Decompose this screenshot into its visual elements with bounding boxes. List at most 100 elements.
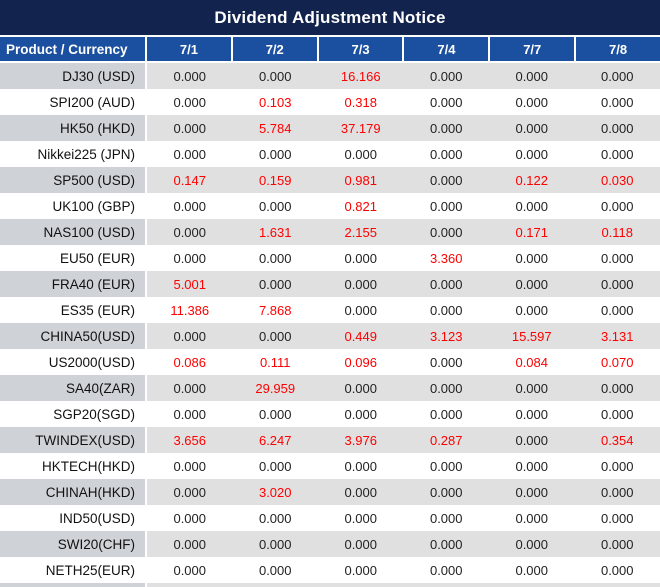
- dividend-value-cell: 0.000: [147, 89, 233, 115]
- dividend-value-cell: 0.821: [318, 193, 404, 219]
- dividend-value-cell: 0.318: [318, 89, 404, 115]
- dividend-value-cell: 0.287: [403, 427, 489, 453]
- dividend-value-cell: 0.103: [232, 89, 318, 115]
- dividend-value-cell: 0.000: [147, 323, 233, 349]
- dividend-value-cell: 0.000: [232, 245, 318, 271]
- row-label-product: SA40(ZAR): [0, 375, 147, 401]
- dividend-value-cell: 3.131: [574, 323, 660, 349]
- dividend-value-cell: 0.000: [147, 193, 233, 219]
- dividend-value-cell: 0.000: [574, 453, 660, 479]
- dividend-value-cell: 0.000: [403, 453, 489, 479]
- row-label-product: NETH25(EUR): [0, 557, 147, 583]
- dividend-value-cell: 0.000: [147, 63, 233, 89]
- dividend-value-cell: 0.000: [318, 531, 404, 557]
- table-row: ES35 (EUR) 11.386 7.868 0.000 0.000 0.000 0.00…: [0, 297, 660, 323]
- dividend-value-cell: 0.000: [318, 245, 404, 271]
- row-label-product: UK100 (GBP): [0, 193, 147, 219]
- dividend-value-cell: 0.000: [232, 63, 318, 89]
- table-row: FRA40 (EUR) 5.001 0.000 0.000 0.000 0.000 0.00…: [0, 271, 660, 297]
- dividend-value-cell: 0.000: [403, 89, 489, 115]
- dividend-value-cell: 3.976: [318, 427, 404, 453]
- dividend-value-cell: 0.000: [403, 141, 489, 167]
- dividend-value-cell: 0.000: [574, 271, 660, 297]
- dividend-value-cell: 0.159: [232, 167, 318, 193]
- row-label-product: [0, 583, 147, 587]
- table-row: EU50 (EUR) 0.000 0.000 0.000 3.360 0.000 0.000: [0, 245, 660, 271]
- row-label-product: US2000(USD): [0, 349, 147, 375]
- dividend-value-cell: 0.000: [147, 557, 233, 583]
- dividend-value-cell: 0.000: [489, 557, 575, 583]
- table-row: UK100 (GBP) 0.000 0.000 0.821 0.000 0.000 0.00…: [0, 193, 660, 219]
- row-label-product: ES35 (EUR): [0, 297, 147, 323]
- dividend-value-cell: 0.000: [318, 557, 404, 583]
- dividend-value-cell: 0.000: [489, 245, 575, 271]
- row-label-product: SPI200 (AUD): [0, 89, 147, 115]
- dividend-value-cell: 3.656: [147, 427, 233, 453]
- dividend-value-cell: 6.247: [232, 427, 318, 453]
- dividend-value-cell: 0.000: [318, 401, 404, 427]
- dividend-value-cell: 37.179: [318, 115, 404, 141]
- dividend-value-cell: 0.000: [574, 557, 660, 583]
- dividend-value-cell: 0.000: [147, 531, 233, 557]
- dividend-value-cell: 3.123: [403, 323, 489, 349]
- dividend-value-cell: 0.000: [232, 193, 318, 219]
- dividend-value-cell: 0.000: [232, 453, 318, 479]
- dividend-value-cell: [403, 583, 489, 587]
- dividend-value-cell: [232, 583, 318, 587]
- dividend-value-cell: 0.000: [318, 375, 404, 401]
- row-label-product: HK50 (HKD): [0, 115, 147, 141]
- row-label-product: Nikkei225 (JPN): [0, 141, 147, 167]
- dividend-value-cell: 0.000: [574, 89, 660, 115]
- table-row: HK50 (HKD) 0.000 5.784 37.179 0.000 0.000 0.00…: [0, 115, 660, 141]
- dividend-value-cell: 0.981: [318, 167, 404, 193]
- dividend-value-cell: 0.122: [489, 167, 575, 193]
- dividend-value-cell: 0.111: [232, 349, 318, 375]
- dividend-value-cell: 1.631: [232, 219, 318, 245]
- dividend-value-cell: 0.000: [489, 193, 575, 219]
- dividend-value-cell: 29.959: [232, 375, 318, 401]
- dividend-value-cell: 0.000: [403, 193, 489, 219]
- dividend-value-cell: 0.449: [318, 323, 404, 349]
- dividend-value-cell: 0.000: [489, 427, 575, 453]
- table-row: Nikkei225 (JPN) 0.000 0.000 0.000 0.000 0.000…: [0, 141, 660, 167]
- dividend-value-cell: 0.000: [489, 531, 575, 557]
- dividend-value-cell: 0.000: [232, 505, 318, 531]
- table-row: SGP20(SGD) 0.000 0.000 0.000 0.000 0.000 0.000: [0, 401, 660, 427]
- dividend-value-cell: 0.096: [318, 349, 404, 375]
- dividend-value-cell: 0.000: [574, 297, 660, 323]
- dividend-value-cell: 0.000: [489, 375, 575, 401]
- dividend-value-cell: 0.000: [147, 219, 233, 245]
- dividend-value-cell: 0.000: [147, 505, 233, 531]
- dividend-value-cell: 0.000: [403, 375, 489, 401]
- dividend-value-cell: 5.001: [147, 271, 233, 297]
- dividend-value-cell: 3.360: [403, 245, 489, 271]
- column-header-date-3: 7/3: [318, 37, 405, 61]
- dividend-value-cell: 0.000: [403, 115, 489, 141]
- dividend-value-cell: 15.597: [489, 323, 575, 349]
- dividend-value-cell: 7.868: [232, 297, 318, 323]
- row-label-product: FRA40 (EUR): [0, 271, 147, 297]
- dividend-value-cell: 2.155: [318, 219, 404, 245]
- dividend-value-cell: 0.086: [147, 349, 233, 375]
- row-label-product: TWINDEX(USD): [0, 427, 147, 453]
- dividend-value-cell: 0.000: [147, 375, 233, 401]
- dividend-value-cell: 16.166: [318, 63, 404, 89]
- table-row: IND50(USD) 0.000 0.000 0.000 0.000 0.000 0.000: [0, 505, 660, 531]
- dividend-value-cell: 0.000: [574, 193, 660, 219]
- column-header-product-currency: Product / Currency: [0, 37, 147, 61]
- dividend-value-cell: 0.000: [147, 245, 233, 271]
- table-body: DJ30 (USD) 0.000 0.000 16.166 0.000 0.000 0.00…: [0, 63, 660, 587]
- row-label-product: NAS100 (USD): [0, 219, 147, 245]
- column-header-date-1: 7/1: [147, 37, 233, 61]
- dividend-value-cell: 0.000: [147, 141, 233, 167]
- row-label-product: EU50 (EUR): [0, 245, 147, 271]
- page-title: Dividend Adjustment Notice: [0, 0, 660, 37]
- row-label-product: SP500 (USD): [0, 167, 147, 193]
- dividend-value-cell: 0.000: [232, 141, 318, 167]
- table-row: SPI200 (AUD) 0.000 0.103 0.318 0.000 0.000 0.0…: [0, 89, 660, 115]
- dividend-value-cell: 0.354: [574, 427, 660, 453]
- dividend-value-cell: [147, 583, 233, 587]
- dividend-value-cell: 0.000: [403, 219, 489, 245]
- dividend-value-cell: 0.000: [147, 453, 233, 479]
- clipped-next-row: [0, 583, 660, 587]
